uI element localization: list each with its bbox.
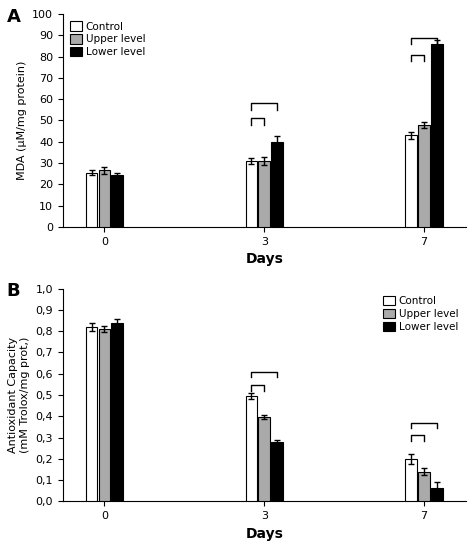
Legend: Control, Upper level, Lower level: Control, Upper level, Lower level <box>68 19 147 59</box>
Bar <box>271 442 283 501</box>
Text: B: B <box>7 282 20 300</box>
Bar <box>271 142 283 227</box>
Bar <box>99 329 110 501</box>
Bar <box>258 417 270 501</box>
Bar <box>431 488 443 501</box>
Bar <box>86 172 98 227</box>
Bar <box>418 472 430 501</box>
X-axis label: Days: Days <box>246 526 283 541</box>
Bar <box>99 171 110 227</box>
Bar <box>111 175 123 227</box>
Bar <box>431 44 443 227</box>
X-axis label: Days: Days <box>246 252 283 266</box>
Y-axis label: MDA (μM/mg protein): MDA (μM/mg protein) <box>17 61 27 180</box>
Bar <box>246 161 257 227</box>
Bar <box>405 136 417 227</box>
Bar <box>246 396 257 501</box>
Bar <box>86 327 98 501</box>
Legend: Control, Upper level, Lower level: Control, Upper level, Lower level <box>381 294 460 334</box>
Text: A: A <box>7 8 20 26</box>
Bar <box>418 125 430 227</box>
Y-axis label: Antioxidant Capacity
(mM Trolox/mg prot,): Antioxidant Capacity (mM Trolox/mg prot,… <box>9 337 30 453</box>
Bar <box>258 161 270 227</box>
Bar <box>111 323 123 501</box>
Bar <box>405 459 417 501</box>
